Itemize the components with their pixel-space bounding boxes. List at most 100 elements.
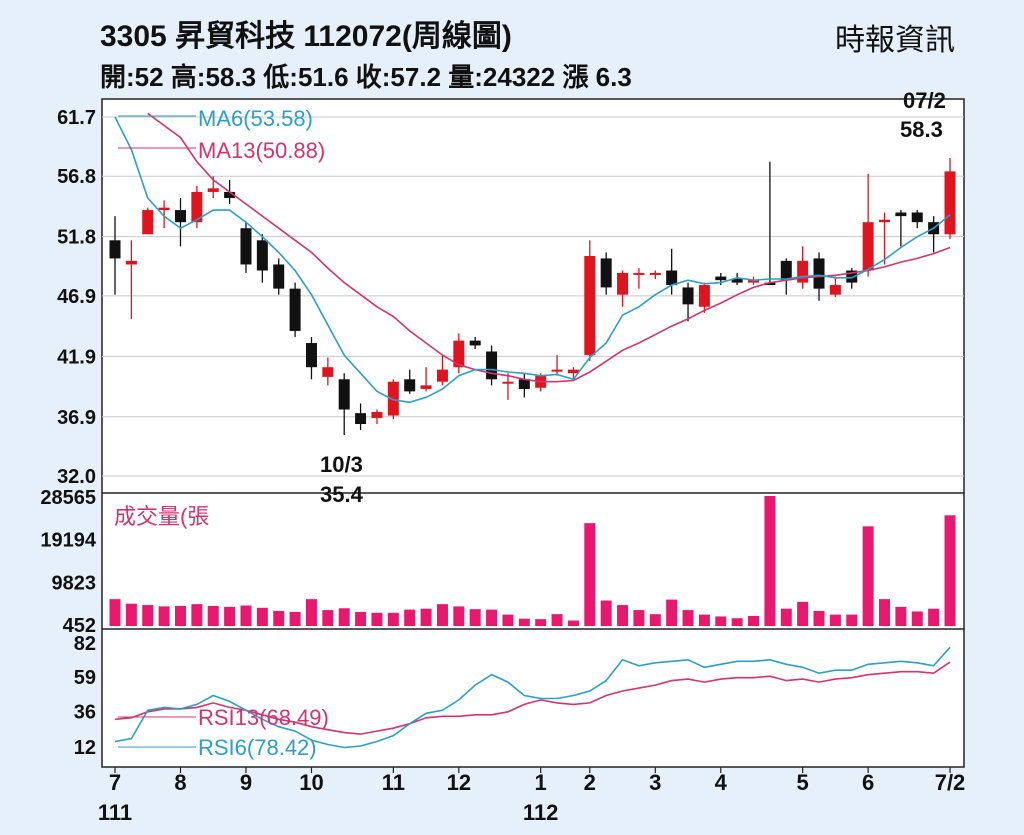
volume-bar: [387, 612, 399, 626]
volume-bar: [174, 605, 186, 626]
year-label: 111: [98, 800, 132, 825]
x-tick-label: 4: [715, 770, 728, 795]
x-tick-label: 2: [584, 770, 596, 795]
volume-bar: [928, 608, 940, 626]
price-tick-label: 56.8: [57, 166, 96, 188]
volume-bar: [862, 526, 874, 626]
candle-body: [109, 240, 121, 259]
rsi-tick-label: 36: [74, 701, 96, 723]
x-tick-label: 9: [240, 770, 252, 795]
chart-title: 3305 昇貿科技 112072(周線圖): [100, 19, 512, 53]
candle-body: [436, 369, 448, 382]
candle-body: [780, 260, 792, 281]
x-tick-label: 1: [535, 770, 547, 795]
candle-body: [911, 212, 923, 223]
volume-bar: [256, 607, 268, 626]
ma6-series-line: [114, 116, 951, 404]
candle-body: [224, 191, 236, 198]
volume-bar: [600, 600, 612, 626]
volume-bar: [813, 610, 825, 626]
candle-body: [453, 340, 465, 368]
volume-bar: [142, 605, 154, 626]
rsi6-series-line: [114, 646, 951, 749]
source-label: 時報資訊: [835, 24, 955, 57]
volume-bar: [617, 605, 629, 626]
volume-bar: [715, 616, 727, 626]
volume-bar: [780, 608, 792, 626]
volume-bar: [207, 605, 219, 626]
volume-tick-label: 9823: [52, 572, 97, 594]
volume-bar: [698, 614, 710, 626]
candle-body: [338, 379, 350, 410]
volume-bar: [469, 609, 481, 626]
high-date-annotation: 07/2: [903, 88, 946, 113]
candle-body: [486, 351, 498, 380]
volume-bar: [322, 610, 334, 626]
price-tick-label: 41.9: [57, 346, 96, 368]
volume-bar: [633, 610, 645, 626]
candle-body: [862, 222, 874, 271]
volume-bar: [846, 614, 858, 626]
candle-body: [158, 207, 170, 211]
volume-bar: [125, 603, 137, 626]
candle-body: [273, 264, 285, 289]
candle-body: [633, 272, 645, 275]
volume-bar: [895, 606, 907, 626]
volume-tick-label: 28565: [40, 487, 96, 509]
candle-body: [682, 287, 694, 305]
candle-body: [191, 191, 203, 223]
volume-bar: [240, 605, 252, 626]
volume-bar: [879, 599, 891, 626]
volume-tick-label: 452: [63, 615, 96, 637]
ma-legend-label: MA13(50.88): [198, 138, 325, 163]
candle-body: [731, 278, 743, 283]
candle-body: [715, 276, 727, 281]
volume-bar: [829, 614, 841, 626]
candle-body: [567, 369, 579, 374]
candle-body: [829, 285, 841, 295]
rsi-tick-label: 59: [74, 667, 96, 689]
rsi-legend-label: RSI13(68.49): [198, 705, 329, 730]
volume-bar: [109, 599, 121, 626]
candle-body: [797, 260, 809, 283]
volume-bar: [420, 608, 432, 626]
candle-body: [502, 381, 514, 384]
low-value-annotation: 35.4: [320, 482, 364, 507]
x-tick-label: 12: [447, 770, 471, 795]
volume-bar: [748, 615, 760, 626]
volume-bar: [649, 614, 661, 626]
volume-bar: [551, 614, 563, 626]
candle-body: [600, 258, 612, 288]
volume-bar: [584, 523, 596, 626]
candle-body: [142, 210, 154, 235]
volume-bar: [355, 611, 367, 626]
high-value-annotation: 58.3: [900, 117, 943, 142]
x-tick-label: 6: [862, 770, 874, 795]
ohlc-summary: 開:52 高:58.3 低:51.6 收:57.2 量:24322 漲 6.3: [100, 62, 632, 92]
volume-tick-label: 19194: [40, 530, 96, 552]
candle-body: [420, 385, 432, 389]
x-tick-label: 8: [174, 770, 186, 795]
candle-body: [371, 411, 383, 418]
x-tick-label: 5: [797, 770, 809, 795]
candle-body: [617, 272, 629, 295]
volume-bar: [666, 599, 678, 626]
candle-body: [518, 379, 530, 389]
volume-bar: [682, 610, 694, 626]
candle-body: [895, 212, 907, 217]
volume-bar: [273, 610, 285, 626]
candle-body: [649, 272, 661, 275]
volume-bar: [944, 515, 956, 626]
volume-bar: [371, 612, 383, 626]
candle-body: [879, 219, 891, 223]
volume-bar: [338, 608, 350, 626]
candle-body: [944, 171, 956, 235]
volume-label: 成交量(張: [114, 504, 209, 529]
candle-body: [748, 280, 760, 283]
volume-bar: [764, 496, 776, 626]
volume-bar: [453, 606, 465, 626]
rsi-tick-label: 82: [74, 633, 96, 655]
volume-bar: [289, 611, 301, 626]
candle-body: [469, 340, 481, 346]
